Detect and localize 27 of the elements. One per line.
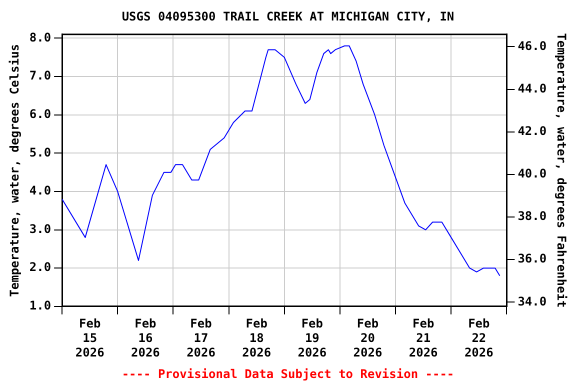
y-tick-label: 4.0 [29,184,52,198]
y-tick-label: 7.0 [29,68,52,83]
y2-tick-label: 38.0 [518,209,547,224]
y-tick-label: 8.0 [29,30,52,44]
chart-title: USGS 04095300 TRAIL CREEK AT MICHIGAN CITY, IN [122,9,454,24]
x-tick-label: Feb 21 2026 [408,316,438,360]
y2-tick-label: 34.0 [518,294,547,308]
y2-tick-label: 46.0 [518,38,547,53]
x-tick-label: Feb 20 2026 [353,316,382,360]
y2-tick-label: 44.0 [518,81,547,96]
x-tick-label: Feb 16 2026 [130,316,160,360]
x-tick-label: Feb 19 2026 [298,316,327,360]
y2-tick-label: 42.0 [518,124,547,138]
text: ---- Provisional Data Subject to Revision ---- [122,366,454,381]
x-tick-label: Feb 18 2026 [242,316,272,360]
y-tick-label: 6.0 [29,106,52,121]
y-tick-label: 5.0 [29,145,52,160]
y-tick-label: 1.0 [29,298,52,313]
y2-axis-title: Temperature, water, degrees Fahrenheit [554,33,569,308]
y2-tick-label: 36.0 [518,252,547,266]
y-tick-label: 2.0 [29,260,52,274]
x-tick-label: Feb 17 2026 [186,316,216,360]
x-tick-label: Feb 22 2026 [464,316,494,360]
y2-tick-label: 40.0 [518,166,547,181]
y-tick-label: 3.0 [29,222,52,236]
y-axis-title: Temperature, water, degrees Celsius [7,44,22,297]
x-tick-label: Feb 15 2026 [75,316,104,360]
